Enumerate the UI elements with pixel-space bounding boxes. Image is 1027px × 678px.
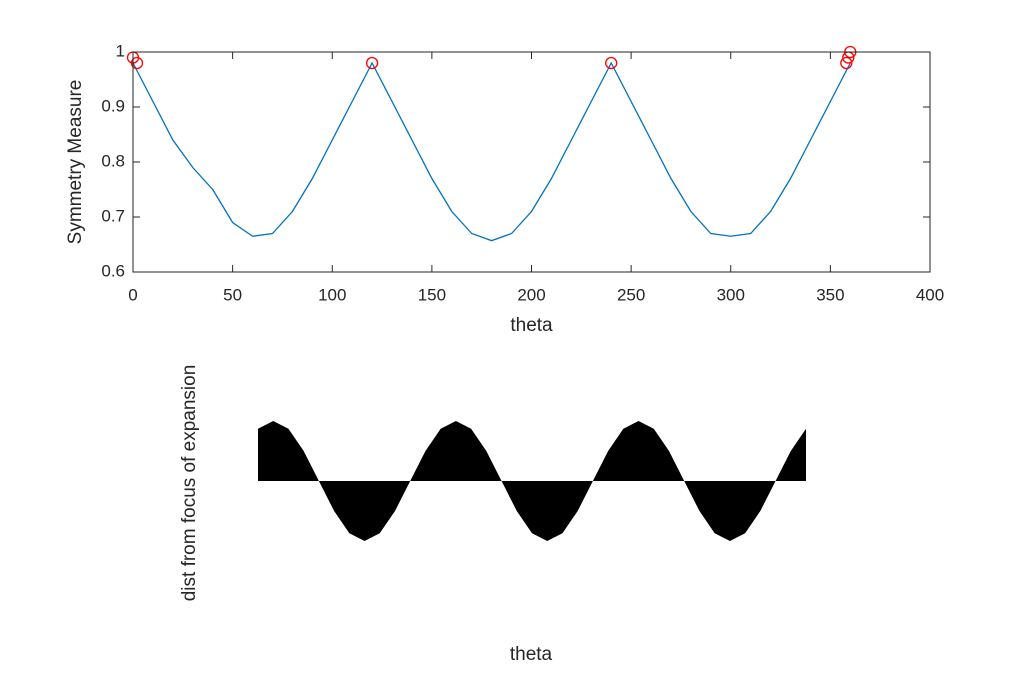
x-tick-label: 350 <box>816 285 844 304</box>
y-tick-label: 0.7 <box>101 206 125 225</box>
y-tick-label: 0.8 <box>101 151 125 170</box>
x-tick-label: 0 <box>128 285 137 304</box>
x-tick-label: 150 <box>418 285 446 304</box>
data-line <box>132 61 851 242</box>
x-tick-label: 250 <box>617 285 645 304</box>
x-axis-label: theta <box>510 644 553 665</box>
x-axis-label: theta <box>510 315 553 336</box>
x-tick-label: 100 <box>318 285 346 304</box>
x-tick-label: 200 <box>517 285 545 304</box>
peak-marker <box>840 56 853 70</box>
y-axis-label: dist from focus of expansion <box>179 365 200 602</box>
y-tick-label: 0.9 <box>101 96 125 115</box>
x-tick-label: 400 <box>916 285 944 304</box>
peak-marker <box>365 56 379 70</box>
peak-marker <box>605 56 618 70</box>
y-tick-label: 0.6 <box>101 261 125 280</box>
peak-marker <box>130 56 144 70</box>
x-tick-label: 50 <box>223 285 242 304</box>
y-tick-label: 1 <box>116 41 125 60</box>
image-area <box>258 421 806 541</box>
x-tick-label: 300 <box>717 285 745 304</box>
y-axis-label: Symmetry Measure <box>65 80 86 245</box>
